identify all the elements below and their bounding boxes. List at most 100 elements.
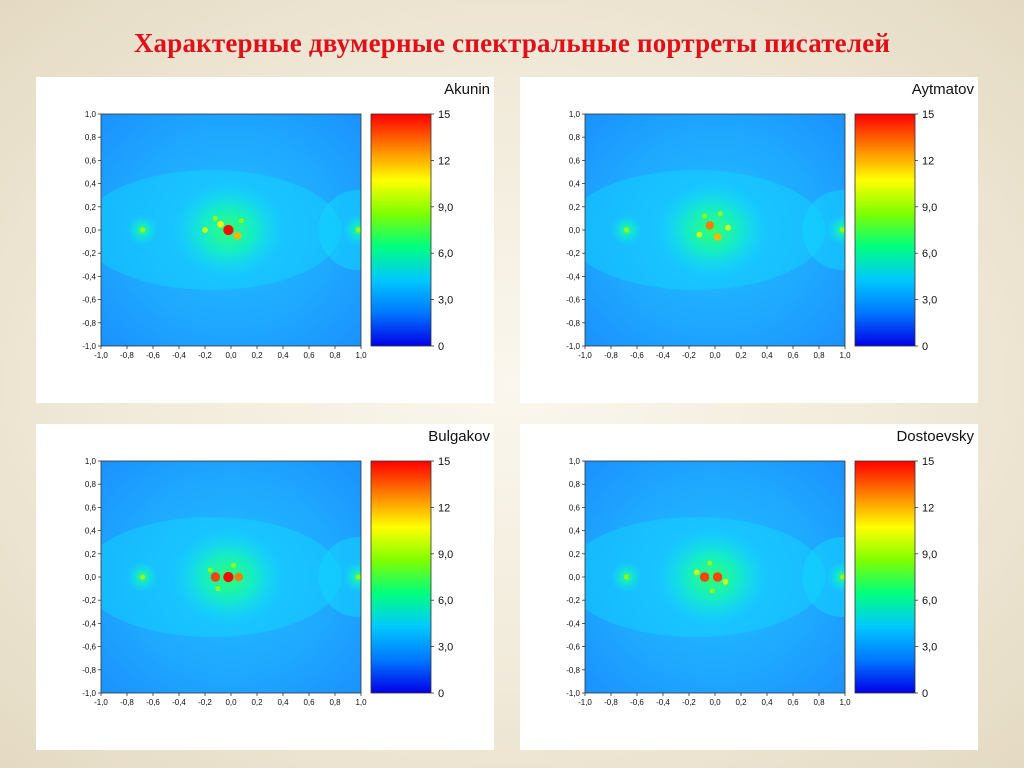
y-tick-label: -0,6 — [566, 296, 580, 305]
peak-point — [705, 221, 715, 230]
x-tick-label: 0,0 — [225, 698, 237, 707]
colorbar-tick-label: 0 — [438, 341, 444, 353]
halo-band — [318, 537, 361, 617]
y-tick-label: 0,4 — [569, 180, 581, 189]
halo-band — [318, 190, 361, 270]
colorbar-tick-label: 9,0 — [438, 202, 453, 214]
colorbar-tick-label: 12 — [922, 502, 934, 514]
y-tick-label: 0,0 — [569, 573, 581, 582]
peak-point — [839, 574, 845, 580]
heatmap-chart: -1,0 -0,8 -0,6 -0,4 -0,2 0,0 0,2 0,4 0,6 0,8 1,0 1,… — [82, 456, 453, 707]
colorbar — [370, 113, 432, 347]
y-tick-label: -0,2 — [82, 596, 96, 605]
peak-point — [207, 567, 213, 573]
x-tick-label: -0,4 — [656, 698, 670, 707]
peak-point — [696, 231, 703, 238]
x-tick-label: -0,6 — [630, 698, 644, 707]
colorbar-tick-label: 0 — [922, 341, 928, 353]
halo-band — [802, 190, 845, 270]
spectral-portrait-panel: Aytmatov -1,0 -0,8 -0,6 -0,4 -0,2 0,0 0,2 0,4 0,… — [520, 77, 978, 403]
x-tick-label: 0,2 — [251, 351, 263, 360]
heatmap-chart: -1,0 -0,8 -0,6 -0,4 -0,2 0,0 0,2 0,4 0,6 0,8 1,0 1,… — [566, 456, 937, 707]
peak-point — [713, 233, 722, 241]
y-tick-label: -0,4 — [82, 619, 96, 628]
x-tick-label: 0,6 — [303, 351, 315, 360]
peak-point — [624, 574, 630, 580]
heatmap-chart: -1,0 -0,8 -0,6 -0,4 -0,2 0,0 0,2 0,4 0,6 0,8 1,0 1,… — [566, 109, 937, 360]
x-tick-label: 1,0 — [839, 351, 851, 360]
peak-point — [717, 211, 723, 217]
peak-glow — [342, 561, 361, 593]
y-tick-label: 0,8 — [85, 480, 97, 489]
y-tick-label: -1,0 — [82, 689, 96, 698]
colorbar-tick-label: 12 — [438, 502, 450, 514]
y-tick-label: 0,2 — [85, 550, 97, 559]
y-tick-label: 0,2 — [569, 203, 581, 212]
colorbar-tick-label: 6,0 — [438, 248, 453, 260]
colorbar-tick-label: 9,0 — [922, 202, 937, 214]
colorbar-tick-label: 9,0 — [438, 549, 453, 561]
y-tick-label: 0,4 — [85, 180, 97, 189]
colorbar-tick-label: 0 — [922, 688, 928, 700]
x-tick-label: 0,0 — [225, 351, 237, 360]
x-tick-label: -1,0 — [94, 351, 108, 360]
peak-point — [231, 562, 237, 568]
colorbar-tick-label: 15 — [438, 456, 450, 468]
chart-title: Bulgakov — [428, 428, 490, 445]
y-tick-label: 1,0 — [85, 457, 97, 466]
colorbar — [854, 113, 916, 347]
colorbar-tick-label: 6,0 — [922, 248, 937, 260]
y-tick-label: -0,6 — [566, 643, 580, 652]
y-tick-label: 1,0 — [85, 110, 97, 119]
peak-point — [699, 572, 710, 582]
peak-point — [725, 224, 731, 231]
peak-point — [355, 227, 361, 233]
y-tick-label: 0,6 — [85, 156, 97, 165]
peak-point — [722, 578, 729, 585]
peak-point — [140, 227, 146, 233]
y-tick-label: 1,0 — [569, 110, 581, 119]
x-tick-label: -0,6 — [630, 351, 644, 360]
x-tick-label: 0,2 — [735, 698, 747, 707]
y-tick-label: -0,2 — [82, 249, 96, 258]
y-tick-label: 0,6 — [569, 503, 581, 512]
y-tick-label: -0,4 — [566, 619, 580, 628]
x-tick-label: -0,2 — [198, 351, 212, 360]
y-tick-label: -0,2 — [566, 596, 580, 605]
peak-point — [217, 220, 224, 228]
peak-point — [712, 572, 723, 582]
x-tick-label: -0,8 — [604, 351, 618, 360]
colorbar-tick-label: 0 — [438, 688, 444, 700]
peak-point — [234, 572, 244, 582]
y-tick-label: 0,0 — [85, 226, 97, 235]
y-tick-label: -0,8 — [566, 666, 580, 675]
x-tick-label: -1,0 — [578, 698, 592, 707]
peak-point — [215, 586, 221, 592]
colorbar-tick-label: 9,0 — [922, 549, 937, 561]
x-tick-label: 0,4 — [761, 351, 773, 360]
peak-point — [709, 588, 715, 594]
y-tick-label: 0,2 — [569, 550, 581, 559]
colorbar-tick-label: 3,0 — [922, 295, 937, 307]
x-tick-label: 1,0 — [839, 698, 851, 707]
peak-point — [839, 227, 845, 233]
x-tick-label: 0,8 — [813, 351, 825, 360]
peak-point — [140, 574, 146, 580]
y-tick-label: 0,0 — [569, 226, 581, 235]
y-tick-label: 0,6 — [569, 156, 581, 165]
x-tick-label: -0,6 — [146, 698, 160, 707]
y-tick-label: 0,4 — [569, 527, 581, 536]
peak-point — [223, 571, 234, 583]
peak-point — [624, 227, 630, 233]
colorbar — [854, 460, 916, 694]
y-tick-label: 0,8 — [85, 133, 97, 142]
y-tick-label: 1,0 — [569, 457, 581, 466]
y-tick-label: -1,0 — [82, 342, 96, 351]
colorbar-tick-label: 15 — [922, 456, 934, 468]
y-tick-label: -1,0 — [566, 689, 580, 698]
x-tick-label: 0,2 — [251, 698, 263, 707]
y-tick-label: 0,8 — [569, 133, 581, 142]
y-tick-label: -0,4 — [566, 272, 580, 281]
y-tick-label: -0,6 — [82, 643, 96, 652]
x-tick-label: 0,6 — [303, 698, 315, 707]
